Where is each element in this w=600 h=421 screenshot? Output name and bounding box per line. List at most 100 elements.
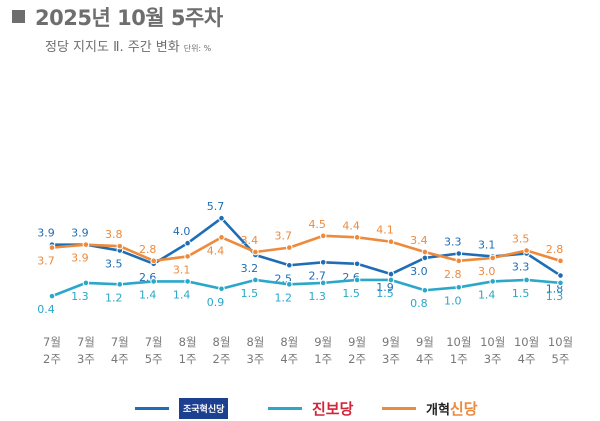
data-point (319, 279, 327, 287)
legend-label-part: 개혁 (426, 402, 450, 418)
data-label: 1.4 (139, 288, 157, 301)
data-label: 2.7 (308, 269, 326, 282)
data-point (523, 247, 530, 254)
series-line-1 (51, 278, 561, 298)
x-tick-label: 7월 (111, 335, 129, 349)
x-tick-label: 10월 (548, 335, 573, 349)
x-tick-label: 10월 (514, 335, 539, 349)
data-point (557, 279, 564, 287)
data-label: 1.3 (71, 290, 89, 303)
page-title: 2025년 10월 5주차 (12, 2, 223, 32)
data-label: 1.5 (376, 287, 394, 300)
legend-label: 개혁신당 (426, 398, 478, 419)
data-point (218, 234, 225, 241)
x-tick-label: 3주 (382, 352, 400, 366)
x-tick-label: 3주 (246, 352, 264, 366)
data-label: 1.8 (546, 283, 564, 296)
data-point (421, 254, 429, 262)
legend-label: 조국혁신당 (179, 397, 229, 419)
legend-item-개혁신당: 개혁신당 (382, 398, 478, 418)
data-label: 1.2 (275, 291, 293, 304)
x-tick-label: 9월 (348, 335, 366, 349)
data-label: 3.3 (444, 235, 462, 248)
data-label: 1.2 (105, 291, 123, 304)
data-label: 4.4 (342, 219, 360, 232)
x-tick-label: 9월 (314, 335, 332, 349)
data-point (387, 276, 395, 284)
data-point (286, 244, 293, 251)
data-label: 3.4 (241, 234, 259, 247)
data-label: 3.4 (410, 234, 428, 247)
data-point (252, 276, 259, 284)
data-label: 1.3 (546, 290, 564, 303)
data-label: 3.0 (410, 265, 428, 278)
x-tick-label: 9월 (382, 335, 400, 349)
legend-label: 진보당 (312, 399, 354, 418)
data-point (48, 244, 56, 251)
square-bullet-icon (12, 10, 25, 23)
data-label: 1.5 (241, 287, 259, 300)
data-point (387, 238, 395, 246)
data-label: 3.0 (478, 265, 496, 278)
data-label: 3.5 (512, 233, 530, 246)
x-tick-label: 4주 (416, 352, 434, 366)
x-tick-label: 4주 (280, 352, 298, 366)
data-label: 5.7 (207, 200, 225, 213)
data-point (252, 248, 259, 256)
data-label: 3.5 (105, 258, 123, 271)
x-tick-label: 3주 (77, 352, 95, 366)
data-label: 3.3 (512, 260, 530, 273)
data-label: 0.4 (37, 303, 55, 316)
data-point (82, 241, 90, 248)
data-point (455, 250, 463, 257)
data-point (48, 292, 56, 300)
data-label: 1.5 (512, 287, 530, 300)
data-label: 3.9 (37, 227, 55, 240)
data-label: 1.5 (342, 287, 360, 300)
data-label: 3.1 (173, 263, 191, 276)
legend-line-icon (268, 406, 302, 410)
data-point (319, 232, 327, 240)
x-tick-label: 5주 (552, 352, 570, 366)
legend-line-icon (382, 406, 416, 410)
data-label: 1.0 (444, 294, 462, 307)
data-point (421, 248, 429, 256)
x-tick-label: 7월 (77, 335, 95, 349)
data-point (387, 270, 395, 278)
x-tick-label: 4주 (518, 352, 536, 366)
data-label: 0.9 (207, 296, 225, 309)
data-label: 3.8 (105, 228, 123, 241)
data-label: 1.4 (478, 288, 496, 301)
legend-label-part: 신당 (449, 399, 478, 418)
data-point (353, 260, 361, 268)
data-point (455, 257, 463, 265)
x-tick-label: 7월 (43, 335, 61, 349)
x-tick-label: 10월 (480, 335, 505, 349)
legend-item-진보당: 진보당 (268, 398, 353, 418)
data-point (286, 281, 293, 288)
legend-item-조국혁신당: 조국혁신당 (135, 397, 229, 419)
data-point (116, 281, 124, 288)
data-point (455, 284, 463, 291)
data-label: 4.5 (308, 218, 326, 231)
data-label: 2.8 (139, 243, 157, 256)
legend-line-icon (135, 406, 169, 410)
data-label: 3.7 (37, 255, 55, 268)
chart-subtitle: 정당 지지도 Ⅱ. 주간 변화 단위: % (45, 36, 211, 55)
x-tick-label: 4주 (111, 352, 129, 366)
data-point (557, 272, 564, 279)
data-point (82, 279, 90, 287)
x-tick-label: 10월 (446, 335, 471, 349)
series-line-2 (51, 234, 561, 263)
title-text: 2025년 10월 5주차 (35, 6, 223, 30)
x-tick-label: 1주 (314, 352, 332, 366)
data-point (150, 278, 157, 285)
data-point (184, 239, 191, 247)
data-point (489, 254, 497, 262)
data-label: 4.4 (207, 244, 225, 257)
data-label: 2.8 (546, 243, 564, 256)
data-label: 2.8 (444, 268, 462, 281)
data-point (353, 234, 361, 241)
